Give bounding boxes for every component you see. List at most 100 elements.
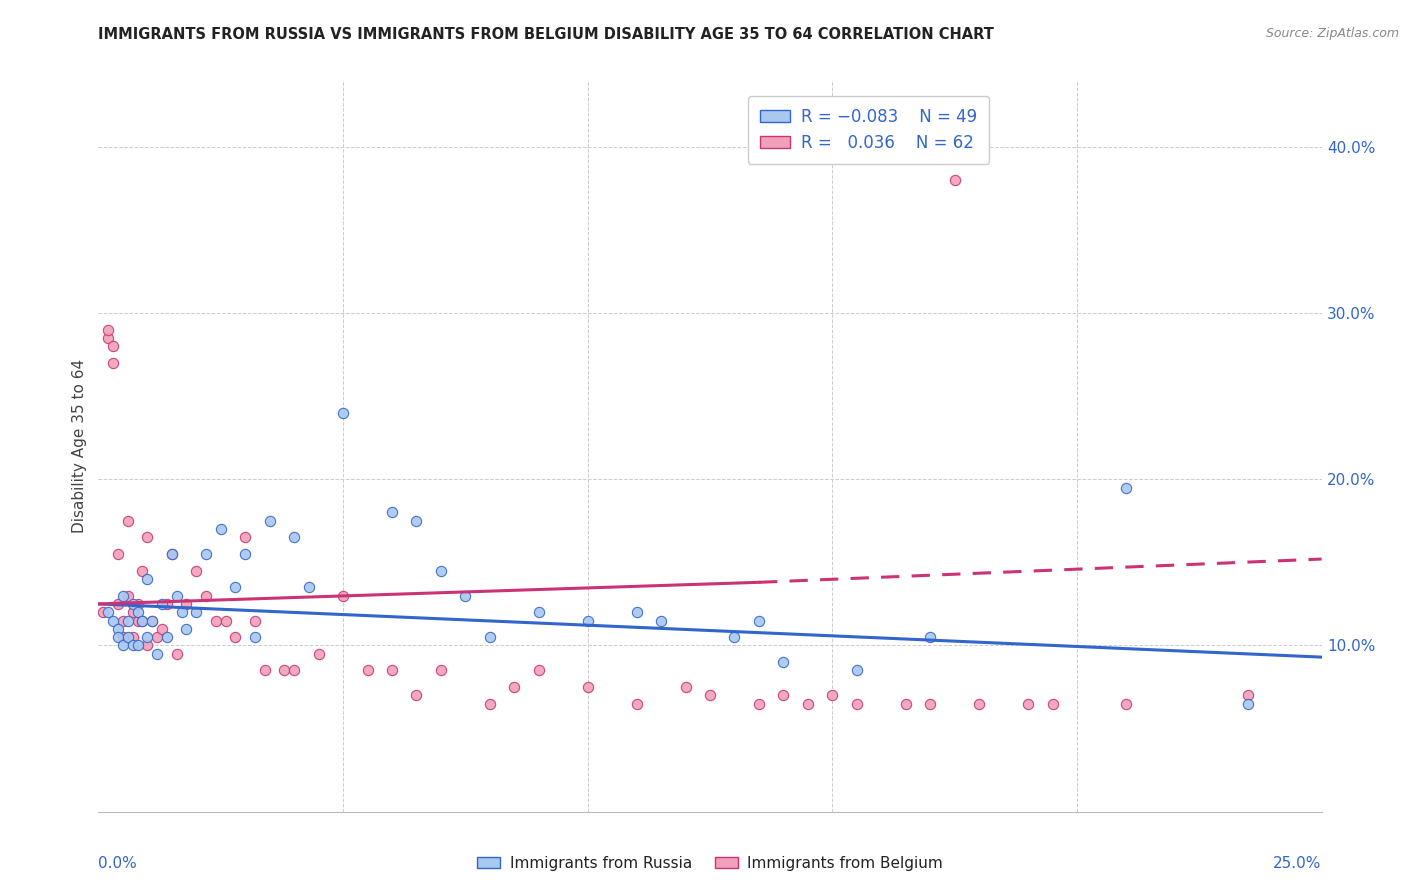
Point bbox=[170, 605, 193, 619]
Point bbox=[136, 572, 159, 586]
Point bbox=[308, 647, 330, 661]
Point bbox=[150, 622, 173, 636]
Point bbox=[111, 589, 134, 603]
Point bbox=[146, 647, 169, 661]
Point bbox=[723, 630, 745, 644]
Point bbox=[127, 639, 149, 653]
Point bbox=[967, 697, 990, 711]
Point bbox=[626, 697, 648, 711]
Point bbox=[920, 630, 942, 644]
Point bbox=[97, 323, 120, 337]
Point bbox=[121, 605, 143, 619]
Point bbox=[131, 614, 153, 628]
Point bbox=[430, 564, 453, 578]
Point bbox=[166, 589, 188, 603]
Point bbox=[430, 664, 453, 678]
Point bbox=[259, 514, 281, 528]
Point bbox=[356, 664, 378, 678]
Point bbox=[111, 630, 134, 644]
Point bbox=[298, 580, 321, 594]
Point bbox=[195, 547, 218, 561]
Point bbox=[141, 614, 163, 628]
Point bbox=[101, 356, 124, 370]
Point bbox=[772, 689, 794, 703]
Point bbox=[156, 630, 179, 644]
Point bbox=[117, 614, 139, 628]
Point bbox=[626, 605, 648, 619]
Point bbox=[131, 564, 153, 578]
Point bbox=[107, 597, 129, 611]
Point bbox=[920, 697, 942, 711]
Point bbox=[111, 639, 134, 653]
Point bbox=[478, 630, 501, 644]
Point bbox=[107, 630, 129, 644]
Point bbox=[283, 530, 305, 544]
Point bbox=[454, 589, 477, 603]
Point bbox=[117, 630, 139, 644]
Point bbox=[243, 614, 266, 628]
Point bbox=[97, 605, 120, 619]
Text: 0.0%: 0.0% bbox=[98, 856, 138, 871]
Point bbox=[845, 664, 868, 678]
Point bbox=[121, 639, 143, 653]
Point bbox=[1115, 697, 1137, 711]
Point bbox=[1042, 697, 1064, 711]
Point bbox=[186, 564, 208, 578]
Point bbox=[176, 597, 198, 611]
Point bbox=[117, 514, 139, 528]
Point bbox=[273, 664, 295, 678]
Point bbox=[1115, 481, 1137, 495]
Point bbox=[127, 605, 149, 619]
Point bbox=[405, 514, 427, 528]
Point bbox=[381, 664, 404, 678]
Point bbox=[894, 697, 917, 711]
Point bbox=[166, 647, 188, 661]
Point bbox=[209, 522, 232, 536]
Point bbox=[772, 655, 794, 669]
Point bbox=[332, 406, 354, 420]
Point bbox=[527, 605, 550, 619]
Point bbox=[233, 530, 256, 544]
Point bbox=[136, 530, 159, 544]
Point bbox=[405, 689, 427, 703]
Point bbox=[943, 173, 966, 187]
Point bbox=[136, 630, 159, 644]
Point bbox=[214, 614, 236, 628]
Point bbox=[1017, 697, 1039, 711]
Point bbox=[381, 506, 404, 520]
Point bbox=[156, 597, 179, 611]
Point bbox=[845, 697, 868, 711]
Point bbox=[243, 630, 266, 644]
Point bbox=[748, 614, 770, 628]
Point bbox=[150, 597, 173, 611]
Point bbox=[160, 547, 183, 561]
Text: IMMIGRANTS FROM RUSSIA VS IMMIGRANTS FROM BELGIUM DISABILITY AGE 35 TO 64 CORREL: IMMIGRANTS FROM RUSSIA VS IMMIGRANTS FRO… bbox=[98, 27, 994, 42]
Point bbox=[91, 605, 114, 619]
Point bbox=[233, 547, 256, 561]
Point bbox=[478, 697, 501, 711]
Point bbox=[283, 664, 305, 678]
Point bbox=[576, 614, 599, 628]
Legend: R = −0.083    N = 49, R =   0.036    N = 62: R = −0.083 N = 49, R = 0.036 N = 62 bbox=[748, 96, 990, 163]
Point bbox=[101, 339, 124, 353]
Point bbox=[797, 697, 820, 711]
Point bbox=[675, 680, 697, 694]
Point bbox=[1237, 697, 1260, 711]
Point bbox=[121, 630, 143, 644]
Point bbox=[224, 580, 246, 594]
Point bbox=[146, 630, 169, 644]
Point bbox=[205, 614, 228, 628]
Point bbox=[160, 547, 183, 561]
Y-axis label: Disability Age 35 to 64: Disability Age 35 to 64 bbox=[72, 359, 87, 533]
Point bbox=[97, 331, 120, 345]
Point bbox=[253, 664, 276, 678]
Text: Source: ZipAtlas.com: Source: ZipAtlas.com bbox=[1265, 27, 1399, 40]
Point bbox=[136, 639, 159, 653]
Point bbox=[821, 689, 844, 703]
Point bbox=[127, 597, 149, 611]
Point bbox=[527, 664, 550, 678]
Point bbox=[127, 614, 149, 628]
Point bbox=[195, 589, 218, 603]
Point bbox=[107, 622, 129, 636]
Point bbox=[1237, 689, 1260, 703]
